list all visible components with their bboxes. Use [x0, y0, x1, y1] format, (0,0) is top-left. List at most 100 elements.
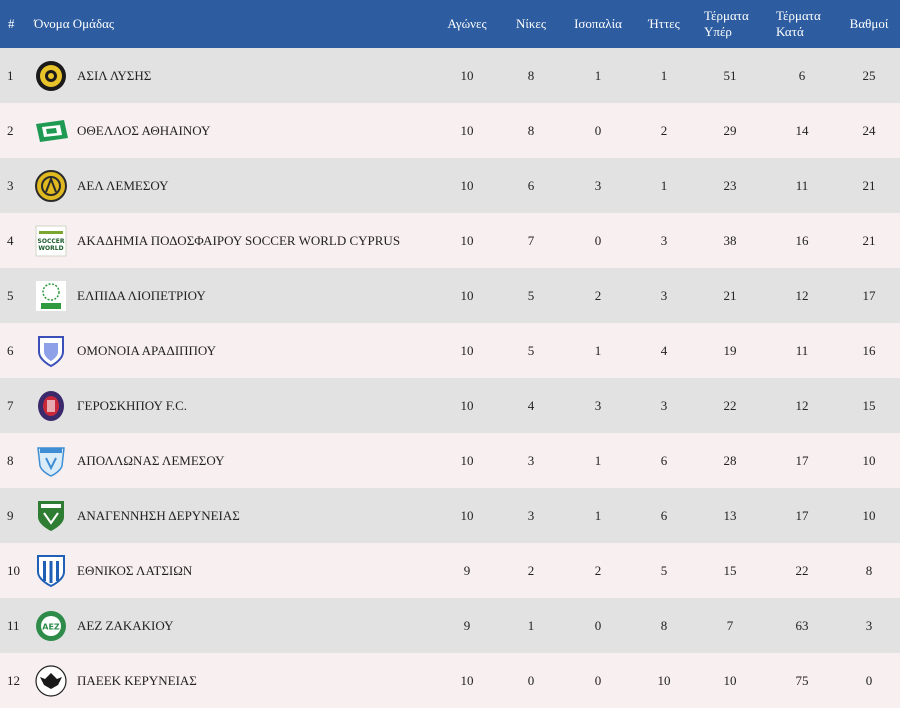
cell-team[interactable]: SOCCER WORLD ΑΚΑΔΗΜΙΑ ΠΟΔΟΣΦΑΙΡΟΥ SOCCER …: [30, 213, 434, 268]
cell-played: 10: [460, 67, 474, 83]
apollon-crest-icon: [34, 444, 68, 478]
team-name-link[interactable]: ΠΑΕΕΚ ΚΕΡΥΝΕΙΑΣ: [77, 672, 197, 688]
cell-points: 21: [862, 232, 876, 248]
cell-goals-against: 6: [798, 67, 806, 83]
table-row[interactable]: 6 ΟΜΟΝΟΙΑ ΑΡΑΔΙΠΠΟΥ 10 5 1 4 19 11 16: [0, 323, 900, 378]
svg-text:SOCCER: SOCCER: [38, 238, 65, 245]
asil-lysis-crest-icon: [34, 59, 68, 93]
team-name-link[interactable]: ΑΝΑΓΕΝΝΗΣΗ ΔΕΡΥΝΕΙΑΣ: [77, 507, 240, 523]
cell-rank: 10: [7, 562, 20, 578]
cell-rank: 7: [7, 397, 14, 413]
cell-goals-against: 14: [795, 122, 809, 138]
table-row[interactable]: 2 ΟΘΕΛΛΟΣ ΑΘΗΑΙΝΟΥ 10 8 0 2 29 14 24: [0, 103, 900, 158]
cell-points: 10: [862, 507, 876, 523]
header-goals-for[interactable]: Τέρματα Υπέρ: [694, 0, 766, 48]
team-name-link[interactable]: ΑΠΟΛΛΩΝΑΣ ΛΕΜΕΣΟΥ: [77, 452, 225, 468]
header-goals-against[interactable]: Τέρματα Κατά: [766, 0, 838, 48]
cell-points: 21: [862, 177, 876, 193]
cell-rank: 6: [7, 342, 14, 358]
table-row[interactable]: 3 ΑΕΛ ΛΕΜΕΣΟΥ 10 6 3 1 23 11 21: [0, 158, 900, 213]
cell-team[interactable]: ΑΣΙΛ ΛΥΣΗΣ: [30, 48, 434, 103]
cell-goals-for: 28: [723, 452, 737, 468]
cell-draws: 0: [594, 122, 602, 138]
cell-goals-for: 23: [723, 177, 737, 193]
cell-points: 24: [862, 122, 876, 138]
svg-text:WORLD: WORLD: [38, 245, 63, 252]
cell-points: 0: [865, 672, 873, 688]
team-name-link[interactable]: ΕΛΠΙΔΑ ΛΙΟΠΕΤΡΙΟΥ: [77, 287, 206, 303]
cell-wins: 2: [527, 562, 535, 578]
cell-team[interactable]: ΑΝΑΓΕΝΝΗΣΗ ΔΕΡΥΝΕΙΑΣ: [30, 488, 434, 543]
header-team-name[interactable]: Όνομα Ομάδας: [34, 16, 115, 31]
cell-goals-for: 7: [726, 617, 734, 633]
aez-crest-icon: ΑΕΖ: [34, 609, 68, 643]
table-row[interactable]: 1 ΑΣΙΛ ΛΥΣΗΣ 10 8 1 1 51 6 25: [0, 48, 900, 103]
cell-played: 10: [460, 342, 474, 358]
team-name-link[interactable]: ΕΘΝΙΚΟΣ ΛΑΤΣΙΩΝ: [77, 562, 193, 578]
cell-team[interactable]: ΑΕΖ ΑΕΖ ΖΑΚΑΚΙΟΥ: [30, 598, 434, 653]
cell-draws: 3: [594, 397, 602, 413]
header-played[interactable]: Αγώνες: [447, 16, 487, 31]
cell-team[interactable]: ΕΛΠΙΔΑ ΛΙΟΠΕΤΡΙΟΥ: [30, 268, 434, 323]
cell-draws: 0: [594, 617, 602, 633]
header-rank[interactable]: #: [8, 16, 15, 31]
header-points[interactable]: Βαθμοί: [849, 16, 889, 31]
cell-team[interactable]: ΕΘΝΙΚΟΣ ΛΑΤΣΙΩΝ: [30, 543, 434, 598]
table-row[interactable]: 8 ΑΠΟΛΛΩΝΑΣ ΛΕΜΕΣΟΥ 10 3 1 6 28 17 10: [0, 433, 900, 488]
table-row[interactable]: 9 ΑΝΑΓΕΝΝΗΣΗ ΔΕΡΥΝΕΙΑΣ 10 3 1 6 13 17 10: [0, 488, 900, 543]
header-wins[interactable]: Νίκες: [515, 16, 547, 31]
othellos-crest-icon: [34, 114, 68, 148]
cell-played: 10: [460, 507, 474, 523]
cell-team[interactable]: ΑΕΛ ΛΕΜΕΣΟΥ: [30, 158, 434, 213]
team-name-link[interactable]: ΓΕΡΟΣΚΗΠΟΥ F.C.: [77, 397, 188, 413]
team-name-link[interactable]: ΟΘΕΛΛΟΣ ΑΘΗΑΙΝΟΥ: [77, 122, 211, 138]
cell-played: 10: [460, 232, 474, 248]
cell-goals-for: 19: [723, 342, 737, 358]
cell-team[interactable]: ΠΑΕΕΚ ΚΕΡΥΝΕΙΑΣ: [30, 653, 434, 708]
cell-goals-for: 22: [723, 397, 737, 413]
cell-team[interactable]: ΟΘΕΛΛΟΣ ΑΘΗΑΙΝΟΥ: [30, 103, 434, 158]
cell-goals-against: 63: [795, 617, 809, 633]
team-name-link[interactable]: ΑΕΖ ΖΑΚΑΚΙΟΥ: [77, 617, 174, 633]
table-body: 1 ΑΣΙΛ ΛΥΣΗΣ 10 8 1 1 51 6 25 2 ΟΘΕΛΛΟΣ …: [0, 48, 900, 708]
cell-wins: 8: [527, 122, 535, 138]
cell-goals-against: 11: [795, 342, 809, 358]
header-losses[interactable]: Ήττες: [648, 16, 680, 31]
table-row[interactable]: 11 ΑΕΖ ΑΕΖ ΖΑΚΑΚΙΟΥ 9 1 0 8 7 63 3: [0, 598, 900, 653]
cell-rank: 2: [7, 122, 14, 138]
cell-losses: 6: [660, 452, 668, 468]
team-name-link[interactable]: ΑΕΛ ΛΕΜΕΣΟΥ: [77, 177, 169, 193]
cell-points: 17: [862, 287, 876, 303]
table-row[interactable]: 7 ΓΕΡΟΣΚΗΠΟΥ F.C. 10 4 3 3 22 12 15: [0, 378, 900, 433]
cell-losses: 3: [660, 397, 668, 413]
table-row[interactable]: 12 ΠΑΕΕΚ ΚΕΡΥΝΕΙΑΣ 10 0 0 10 10 75 0: [0, 653, 900, 708]
table-row[interactable]: 4 SOCCER WORLD ΑΚΑΔΗΜΙΑ ΠΟΔΟΣΦΑΙΡΟΥ SOCCE…: [0, 213, 900, 268]
cell-wins: 3: [527, 452, 535, 468]
cell-losses: 8: [660, 617, 668, 633]
cell-rank: 11: [7, 617, 20, 633]
cell-team[interactable]: ΟΜΟΝΟΙΑ ΑΡΑΔΙΠΠΟΥ: [30, 323, 434, 378]
cell-rank: 3: [7, 177, 14, 193]
cell-played: 10: [460, 452, 474, 468]
cell-losses: 2: [660, 122, 668, 138]
cell-team[interactable]: ΓΕΡΟΣΚΗΠΟΥ F.C.: [30, 378, 434, 433]
cell-goals-for: 15: [723, 562, 737, 578]
cell-goals-for: 51: [723, 67, 737, 83]
cell-points: 15: [862, 397, 876, 413]
table-row[interactable]: 5 ΕΛΠΙΔΑ ΛΙΟΠΕΤΡΙΟΥ 10 5 2 3 21 12 17: [0, 268, 900, 323]
cell-wins: 8: [527, 67, 535, 83]
table-row[interactable]: 10 ΕΘΝΙΚΟΣ ΛΑΤΣΙΩΝ 9 2 2 5 15 22 8: [0, 543, 900, 598]
elpida-crest-icon: [34, 279, 68, 313]
team-name-link[interactable]: ΟΜΟΝΟΙΑ ΑΡΑΔΙΠΠΟΥ: [77, 342, 217, 358]
cell-team[interactable]: ΑΠΟΛΛΩΝΑΣ ΛΕΜΕΣΟΥ: [30, 433, 434, 488]
team-name-link[interactable]: ΑΣΙΛ ΛΥΣΗΣ: [77, 67, 152, 83]
cell-wins: 3: [527, 507, 535, 523]
header-goals-for-line1: Τέρματα: [704, 8, 749, 23]
team-name-link[interactable]: ΑΚΑΔΗΜΙΑ ΠΟΔΟΣΦΑΙΡΟΥ SOCCER WORLD CYPRUS: [77, 232, 401, 248]
cell-played: 10: [460, 672, 474, 688]
cell-losses: 10: [657, 672, 671, 688]
cell-played: 10: [460, 287, 474, 303]
header-draws[interactable]: Ισοπαλία: [574, 16, 622, 31]
cell-wins: 5: [527, 287, 535, 303]
